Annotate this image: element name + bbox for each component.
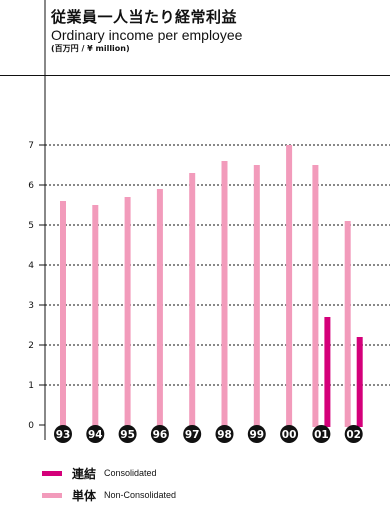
x-label-circle (86, 425, 105, 443)
x-tick-label: 01 (314, 429, 329, 441)
x-tick-label: 99 (249, 429, 264, 441)
x-tick-label: 97 (185, 429, 200, 441)
chart-header: 従業員一人当たり経常利益 Ordinary income per employe… (51, 8, 381, 54)
legend-swatch-non-consolidated (42, 492, 62, 498)
bar-non-consolidated (60, 201, 66, 427)
legend-swatch-consolidated (42, 470, 62, 476)
x-label-circle (54, 425, 72, 443)
bar-non-consolidated (189, 173, 196, 427)
x-label-circle (150, 425, 169, 443)
legend-label-en-consolidated: Consolidated (104, 468, 157, 478)
legend-item-consolidated: 連結 Consolidated (42, 462, 176, 484)
bar-consolidated (324, 317, 331, 427)
x-label-circle (183, 425, 202, 443)
y-tick-label: 3 (28, 301, 34, 311)
y-tick-label: 5 (28, 221, 34, 231)
bar-non-consolidated (286, 145, 293, 427)
x-label-circle (215, 425, 234, 443)
x-label-circle (280, 425, 299, 443)
bar-non-consolidated (344, 221, 351, 427)
x-label-circle (312, 425, 331, 443)
legend-label-ja-non-consolidated: 単体 (72, 488, 97, 503)
bar-non-consolidated (156, 189, 163, 427)
x-label-circle (344, 425, 363, 443)
x-tick-label: 98 (217, 429, 232, 441)
bar-non-consolidated (312, 165, 319, 427)
x-label-circle (118, 425, 137, 443)
y-tick-label: 4 (28, 261, 34, 271)
bar-non-consolidated (92, 205, 99, 427)
legend-label-en-non-consolidated: Non-Consolidated (104, 490, 177, 500)
header-divider (0, 75, 390, 76)
x-tick-label: 02 (346, 429, 361, 441)
x-tick-label: 00 (282, 429, 297, 441)
chart-title-japanese: 従業員一人当たり経常利益 (51, 8, 238, 26)
bar-non-consolidated (124, 197, 131, 427)
x-tick-label: 93 (56, 429, 71, 441)
chart-title-english: Ordinary income per employee (51, 27, 243, 43)
x-tick-label: 94 (88, 429, 103, 441)
y-tick-label: 1 (28, 381, 34, 391)
y-tick-label: 7 (28, 141, 34, 151)
x-tick-label: 96 (153, 429, 168, 441)
bar-consolidated (356, 337, 363, 427)
legend-label-ja-consolidated: 連結 (72, 466, 97, 481)
x-tick-label: 95 (120, 429, 135, 441)
y-tick-label: 0 (28, 421, 34, 431)
y-tick-label: 6 (28, 181, 34, 191)
chart-unit-label: (百万円 / ¥ million) (51, 44, 130, 53)
legend-item-non-consolidated: 単体 Non-Consolidated (42, 484, 176, 506)
chart-legend: 連結 Consolidated 単体 Non-Consolidated (42, 462, 176, 506)
y-tick-label: 2 (28, 341, 34, 351)
bar-non-consolidated (253, 165, 260, 427)
bar-non-consolidated (221, 161, 228, 427)
x-label-circle (247, 425, 266, 443)
